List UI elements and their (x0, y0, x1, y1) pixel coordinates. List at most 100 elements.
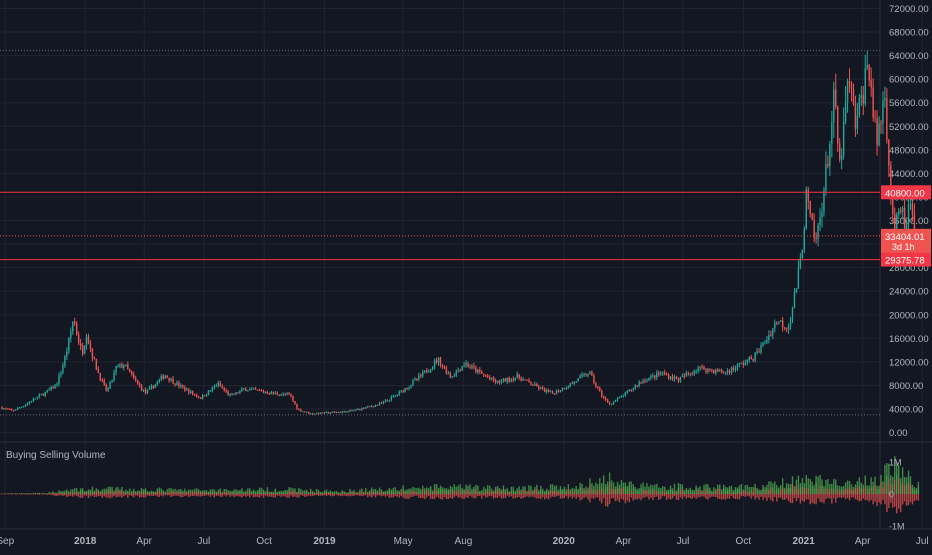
candle-body (723, 373, 724, 374)
volume-bar-sell (918, 494, 919, 501)
candle-body (623, 396, 624, 397)
volume-bar-overlap (471, 491, 472, 494)
volume-bar-overlap (607, 486, 608, 494)
candle-body (872, 87, 873, 117)
volume-bar-overlap (286, 492, 287, 494)
candle-body (664, 373, 665, 375)
candle-body (223, 388, 224, 390)
candle-body (835, 90, 836, 107)
volume-bar-sell (269, 494, 270, 497)
volume-bar-overlap (855, 488, 856, 494)
candle-body (257, 390, 258, 391)
candle-body (341, 412, 342, 413)
volume-bar-overlap (381, 491, 382, 494)
volume-bar-overlap (371, 490, 372, 494)
volume-bar-sell (50, 494, 51, 495)
volume-bar-overlap (438, 490, 439, 494)
candle-body (678, 378, 679, 381)
volume-bar-overlap (656, 491, 657, 494)
candle-body (640, 382, 641, 383)
candle-body (391, 397, 392, 401)
volume-bar-sell (552, 494, 553, 497)
volume-bar-sell (383, 494, 384, 496)
volume-bar-sell (302, 494, 303, 496)
candle-body (379, 403, 380, 405)
candle-body (599, 388, 600, 391)
volume-bar-overlap (288, 490, 289, 494)
volume-bar-sell (721, 494, 722, 500)
candle-body (204, 395, 205, 396)
volume-bar-overlap (511, 491, 512, 494)
candle-body (880, 123, 881, 124)
volume-bar-overlap (102, 491, 103, 494)
volume-bar-sell (180, 494, 181, 497)
volume-bar-sell (397, 494, 398, 497)
volume-bar-sell (440, 494, 441, 499)
volume-bar-overlap (534, 490, 535, 494)
candle-body (682, 376, 683, 377)
volume-bar-overlap (393, 490, 394, 494)
volume-bar-overlap (137, 492, 138, 494)
volume-bar-overlap (369, 492, 370, 494)
volume-bar-sell (332, 494, 333, 496)
volume-bar-sell (410, 494, 411, 497)
volume-bar-sell (485, 494, 486, 498)
volume-bar-overlap (707, 488, 708, 494)
candle-body (239, 391, 240, 393)
volume-bar-overlap (229, 492, 230, 494)
volume-bar-overlap (768, 490, 769, 494)
volume-bar-sell (72, 494, 73, 497)
candle-body (454, 376, 455, 377)
volume-bar-overlap (459, 490, 460, 494)
candle-body (68, 338, 69, 351)
volume-bar-sell (831, 494, 832, 504)
volume-bar-sell (330, 494, 331, 496)
candle-body (259, 390, 260, 391)
candle-body (823, 190, 824, 212)
volume-bar-overlap (155, 493, 156, 494)
volume-bar-sell (511, 494, 512, 496)
volume-bar-sell (157, 494, 158, 496)
volume-bar-overlap (870, 488, 871, 494)
volume-bar-sell (684, 494, 685, 497)
volume-bar-sell (290, 494, 291, 496)
candle-body (900, 210, 901, 211)
candle-body (102, 380, 103, 381)
volume-bar-sell (695, 494, 696, 499)
candle-body (463, 365, 464, 366)
volume-bar-overlap (475, 489, 476, 494)
candle-body (387, 400, 388, 401)
volume-bar-overlap (619, 488, 620, 494)
candle-body (774, 323, 775, 329)
candle-body (416, 379, 417, 380)
volume-bar-sell (182, 494, 183, 497)
volume-bar-overlap (780, 490, 781, 494)
candle-body (863, 95, 864, 103)
candle-body (638, 382, 639, 386)
volume-bar-sell (798, 494, 799, 498)
volume-bar-overlap (279, 492, 280, 494)
candle-body (715, 370, 716, 373)
candle-body (155, 384, 156, 388)
volume-bar-sell (802, 494, 803, 501)
volume-bar-sell (461, 494, 462, 499)
volume-bar-overlap (568, 489, 569, 494)
volume-bar-sell (123, 494, 124, 496)
volume-bar-sell (448, 494, 449, 499)
volume-bar-sell (367, 494, 368, 497)
candle-body (269, 394, 270, 395)
volume-bar-overlap (310, 492, 311, 494)
candle-body (21, 407, 22, 408)
candle-body (589, 372, 590, 374)
candle-body (194, 394, 195, 395)
volume-bar-overlap (50, 493, 51, 494)
volume-bar-overlap (829, 489, 830, 494)
volume-bar-sell (479, 494, 480, 496)
volume-bar-overlap (235, 492, 236, 494)
volume-bar-overlap (572, 490, 573, 494)
volume-bar-overlap (800, 488, 801, 494)
candle-body (644, 380, 645, 381)
volume-bar-sell (369, 494, 370, 496)
